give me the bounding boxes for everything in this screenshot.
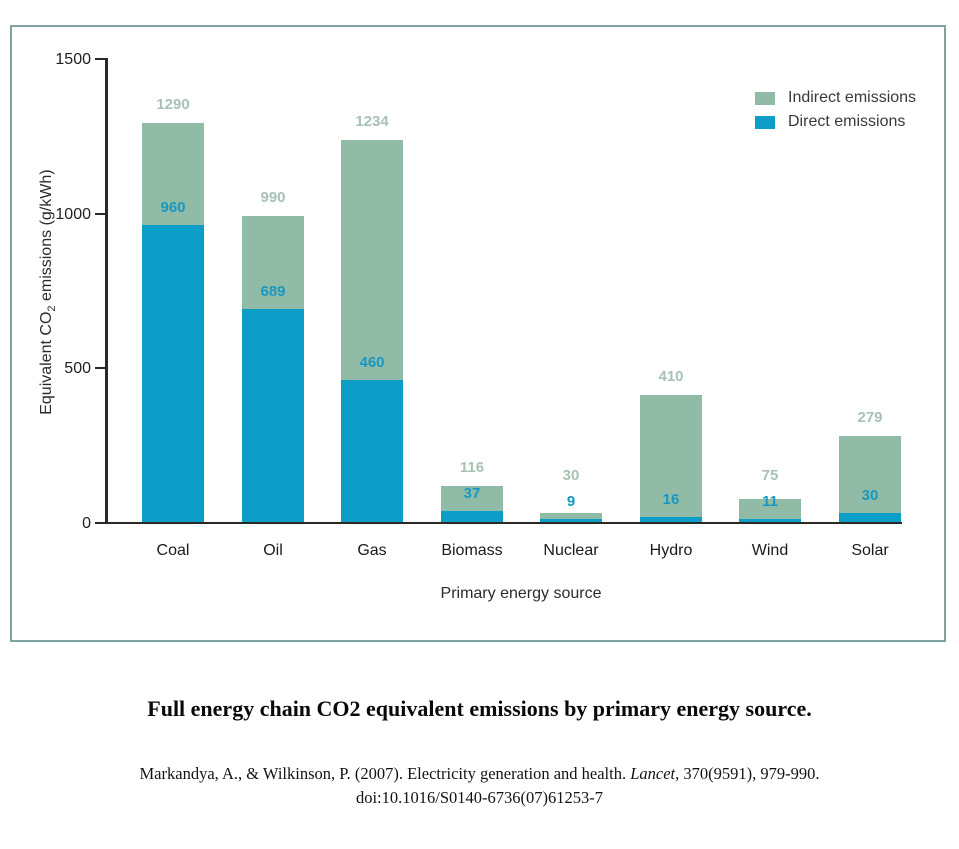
value-label-total-wind: 75 (761, 466, 779, 484)
category-label-wind: Wind (751, 542, 789, 559)
bar-segment-indirect-coal (142, 122, 204, 226)
chart-legend: Indirect emissions Direct emissions (755, 86, 916, 134)
y-tick-mark (95, 522, 105, 524)
value-label-direct-solar: 30 (861, 486, 879, 504)
value-label-total-nuclear: 30 (562, 467, 580, 485)
x-axis-line (105, 522, 902, 524)
y-tick-mark (95, 212, 105, 215)
value-label-direct-nuclear: 9 (566, 493, 576, 511)
citation-line1: Markandya, A., & Wilkinson, P. (2007). E… (139, 764, 820, 783)
legend-label: Direct emissions (788, 113, 906, 130)
bar-segment-indirect-solar (839, 435, 901, 513)
bar-segment-indirect-gas (341, 140, 403, 380)
category-label-gas: Gas (357, 542, 387, 559)
bar-segment-direct-gas (341, 379, 403, 522)
bar-segment-direct-coal (142, 225, 204, 522)
bar-segment-direct-biomass (441, 510, 503, 522)
figure-caption: Full energy chain CO2 equivalent emissio… (147, 696, 812, 721)
bar-segment-direct-solar (839, 512, 901, 522)
bar-segment-indirect-wind (739, 498, 801, 519)
value-label-direct-oil: 689 (260, 282, 286, 300)
category-label-solar: Solar (851, 542, 889, 559)
y-tick-label: 0 (82, 515, 91, 532)
citation-line2: doi:10.1016/S0140-6736(07)61253-7 (355, 788, 604, 807)
value-label-direct-hydro: 16 (662, 491, 680, 509)
legend-item-indirect-emissions: Indirect emissions (755, 86, 916, 110)
legend-swatch-icon (755, 115, 775, 129)
value-label-direct-biomass: 37 (463, 484, 481, 502)
y-tick-label: 1500 (55, 51, 91, 68)
bar-segment-indirect-hydro (640, 395, 702, 518)
value-label-total-solar: 279 (857, 408, 883, 426)
category-label-nuclear: Nuclear (543, 542, 599, 559)
legend-swatch-icon (755, 91, 775, 105)
category-label-hydro: Hydro (649, 542, 693, 559)
y-tick-label: 500 (64, 360, 91, 378)
bar-segment-direct-oil (242, 308, 304, 522)
y-tick-mark (95, 367, 105, 370)
y-axis-line (105, 58, 108, 524)
value-label-total-biomass: 116 (459, 458, 485, 476)
x-axis-title: Primary energy source (440, 585, 602, 602)
legend-label: Indirect emissions (788, 89, 917, 106)
legend-item-direct-emissions: Direct emissions (755, 110, 916, 134)
citation-journal-name: Lancet (630, 764, 676, 783)
bar-segment-direct-hydro (640, 517, 702, 522)
bar-segment-indirect-oil (242, 215, 304, 309)
y-tick-label: 1000 (55, 205, 91, 223)
y-axis-title: Equivalent CO2 emissions (g/kWh) (37, 169, 59, 415)
bar-segment-direct-wind (739, 518, 801, 522)
category-label-coal: Coal (156, 542, 190, 559)
value-label-total-gas: 1234 (355, 113, 389, 131)
value-label-direct-wind: 11 (762, 492, 778, 510)
value-label-total-oil: 990 (260, 188, 286, 206)
bar-segment-direct-nuclear (540, 519, 602, 522)
y-tick-mark (95, 58, 105, 60)
bar-segment-indirect-nuclear (540, 512, 602, 520)
value-label-direct-coal: 960 (160, 199, 186, 217)
value-label-total-hydro: 410 (658, 368, 684, 386)
category-label-biomass: Biomass (441, 542, 503, 559)
value-label-direct-gas: 460 (359, 353, 385, 371)
figure-citation: Markandya, A., & Wilkinson, P. (2007). E… (0, 762, 959, 810)
category-label-oil: Oil (263, 542, 283, 559)
bar-segment-indirect-biomass (441, 486, 503, 511)
y-axis-title-subscript: 2 (46, 305, 59, 312)
value-label-total-coal: 1290 (156, 95, 190, 113)
